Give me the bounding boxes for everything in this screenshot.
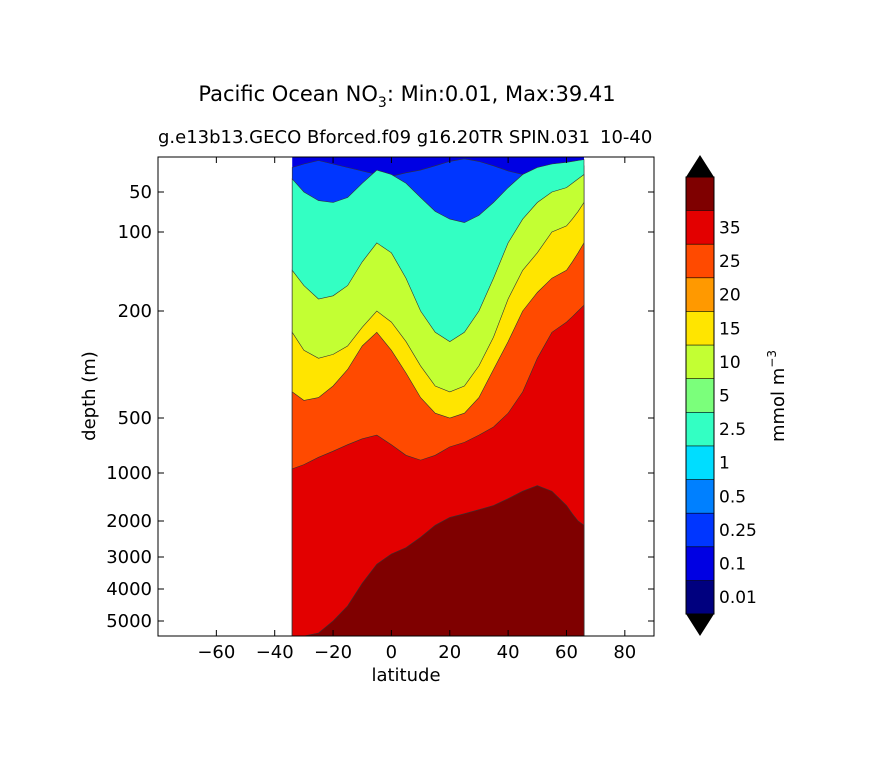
contour-fills xyxy=(291,157,585,636)
y-tick-label: 4000 xyxy=(106,579,152,600)
colorbar-segment xyxy=(686,412,714,446)
x-tick-label: 40 xyxy=(497,642,520,663)
colorbar-extend-top xyxy=(686,155,714,177)
colorbar: 0.01 0.1 0.25 0.5 1 2.5 5 10 15 20 25 35 xyxy=(685,155,757,636)
x-tick-label: 80 xyxy=(613,642,636,663)
colorbar-segment xyxy=(686,580,714,614)
colorbar-frame xyxy=(685,176,715,615)
colorbar-tick-label: 5 xyxy=(719,387,730,407)
y-tick-label: 1000 xyxy=(106,463,152,484)
y-tick-label: 5000 xyxy=(106,611,152,632)
colorbar-segment xyxy=(686,378,714,413)
x-tick-label: 60 xyxy=(555,642,578,663)
y-tick-label: 100 xyxy=(118,222,152,243)
colorbar-tick-label: 35 xyxy=(719,218,741,238)
colorbar-extend-bottom xyxy=(686,614,714,636)
colorbar-tick-label: 0.1 xyxy=(719,555,746,575)
colorbar-segment xyxy=(686,177,714,211)
colorbar-label: mmol m−3 xyxy=(765,350,789,442)
y-tick-label: 200 xyxy=(118,301,152,322)
x-tick-label: −20 xyxy=(314,642,352,663)
axes-frame xyxy=(157,156,655,637)
colorbar-segment xyxy=(686,210,714,245)
colorbar-tick-label: 1 xyxy=(719,454,730,474)
colorbar-tick-label: 15 xyxy=(719,319,741,339)
colorbar-tick-label: 0.25 xyxy=(719,521,757,541)
colorbar-segment xyxy=(686,345,714,379)
colorbar-segment xyxy=(686,445,714,480)
y-tick-label: 2000 xyxy=(106,511,152,532)
colorbar-tick-label: 0.01 xyxy=(719,588,757,608)
x-tick-label: 20 xyxy=(438,642,461,663)
chart-title: Pacific Ocean NO3: Min:0.01, Max:39.41 xyxy=(198,82,615,111)
y-axis-label: depth (m) xyxy=(79,351,100,441)
chart-subtitle: g.e13b13.GECO Bforced.f09 g16.20TR SPIN.… xyxy=(158,127,590,148)
colorbar-segment xyxy=(686,546,714,581)
colorbar-tick-label: 20 xyxy=(719,286,741,306)
colorbar-segment xyxy=(686,311,714,346)
plot-area: −60 −40 −20 0 20 40 60 80 50 100 200 500 1000 2000 300… xyxy=(106,156,655,663)
colorbar-segment xyxy=(686,479,714,514)
x-tick-label: −60 xyxy=(197,642,235,663)
contour-band-35 xyxy=(292,485,585,636)
y-tick-label: 3000 xyxy=(106,547,152,568)
colorbar-tick-label: 0.5 xyxy=(719,487,746,507)
colorbar-segment xyxy=(686,513,714,547)
x-tick-label: 0 xyxy=(386,642,397,663)
colorbar-tick-label: 2.5 xyxy=(719,420,746,440)
colorbar-segment xyxy=(686,277,714,312)
y-tick-label: 50 xyxy=(129,182,152,203)
x-tick-label: −40 xyxy=(256,642,294,663)
chart-subtitle-period: 10-40 xyxy=(600,127,652,148)
colorbar-tick-label: 10 xyxy=(719,353,741,373)
colorbar-segment xyxy=(686,244,714,278)
colorbar-tick-label: 25 xyxy=(719,252,741,272)
y-tick-label: 500 xyxy=(118,408,152,429)
x-axis-label: latitude xyxy=(371,665,440,686)
